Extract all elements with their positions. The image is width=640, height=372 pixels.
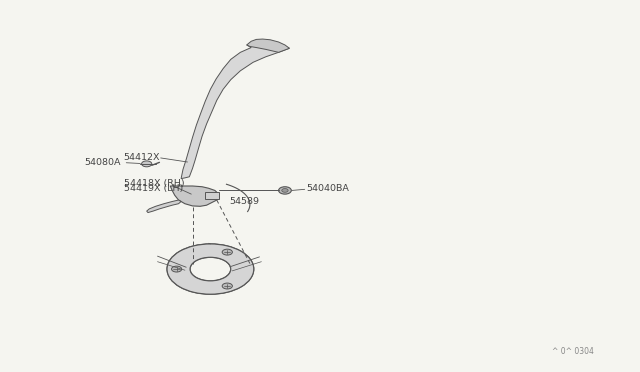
Text: 54040BA: 54040BA	[306, 185, 349, 193]
Circle shape	[222, 249, 232, 255]
Polygon shape	[147, 200, 181, 212]
Circle shape	[172, 266, 182, 272]
Circle shape	[222, 283, 232, 289]
Polygon shape	[181, 44, 289, 179]
Polygon shape	[170, 186, 220, 206]
Text: ^ 0^ 0304: ^ 0^ 0304	[552, 347, 594, 356]
Text: 54412X: 54412X	[124, 153, 160, 163]
Text: 54419X (LH): 54419X (LH)	[124, 184, 183, 193]
Circle shape	[141, 161, 152, 167]
Text: 54080A: 54080A	[84, 158, 121, 167]
Text: 54589: 54589	[230, 197, 259, 206]
Circle shape	[282, 189, 288, 192]
Wedge shape	[167, 244, 253, 294]
Polygon shape	[246, 39, 289, 52]
FancyBboxPatch shape	[205, 192, 220, 199]
Text: 54418X (RH): 54418X (RH)	[124, 179, 184, 187]
Circle shape	[278, 187, 291, 194]
